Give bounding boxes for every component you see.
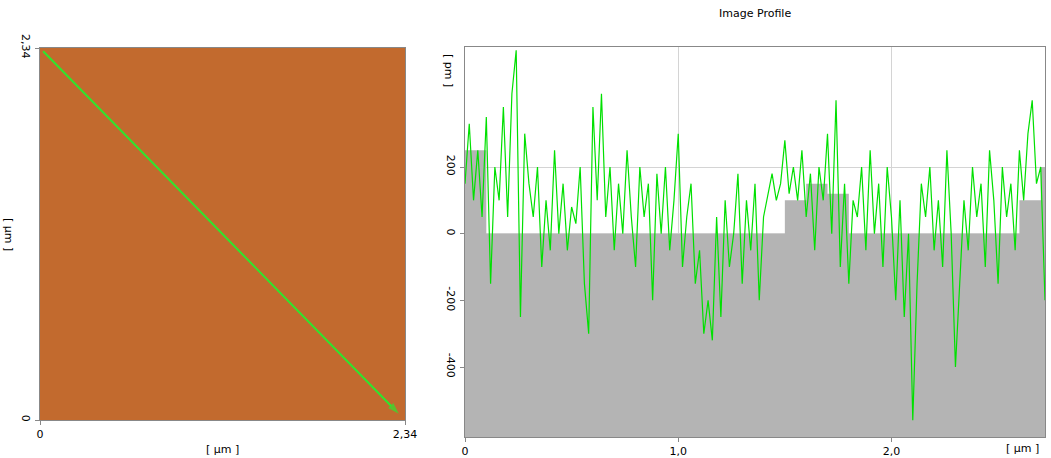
svg-text:1,0: 1,0 <box>669 445 687 458</box>
svg-text:0: 0 <box>462 445 469 458</box>
svg-text:-400: -400 <box>444 353 457 378</box>
svg-text:[ µm ]: [ µm ] <box>2 218 15 251</box>
svg-text:2,0: 2,0 <box>883 445 901 458</box>
svg-text:[ pm ]: [ pm ] <box>442 54 455 87</box>
svg-text:0: 0 <box>444 229 457 236</box>
svg-text:0: 0 <box>19 415 32 422</box>
svg-text:[ µm ]: [ µm ] <box>1006 442 1039 455</box>
svg-text:[ µm ]: [ µm ] <box>206 443 239 456</box>
svg-text:Image Profile: Image Profile <box>719 7 791 20</box>
svg-text:200: 200 <box>444 155 457 176</box>
svg-text:2,34: 2,34 <box>19 34 32 59</box>
svg-text:2,34: 2,34 <box>393 428 418 441</box>
svg-text:0: 0 <box>37 428 44 441</box>
svg-text:-200: -200 <box>444 286 457 311</box>
